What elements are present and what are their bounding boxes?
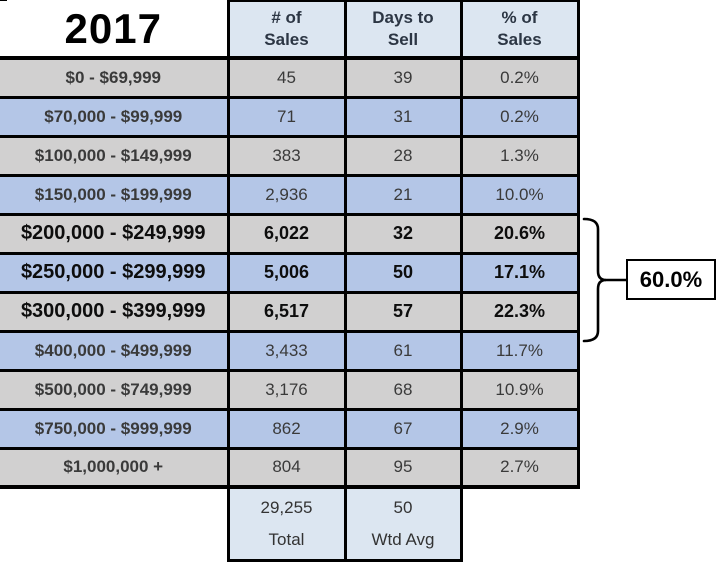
days-to-sell-cell: 67 [343,407,463,450]
price-range-cell: $150,000 - $199,999 [0,173,230,216]
table-row: $150,000 - $199,999 2,936 21 10.0% [0,173,580,216]
total-sales-cell: 29,255 Total [226,487,347,562]
pct-sales-cell: 10.9% [459,368,580,411]
table-row-emphasized: $250,000 - $299,999 5,006 50 17.1% [0,251,580,294]
num-sales-cell: 383 [226,134,347,177]
num-sales-cell: 5,006 [226,251,347,294]
num-sales-cell: 804 [226,446,347,489]
totals-row-blank [0,487,228,560]
column-header-days-to-sell: Days to Sell [343,0,463,60]
weighted-average-days-value: 50 [393,498,413,517]
num-sales-cell: 6,022 [226,212,347,255]
column-header-num-sales: # of Sales [226,0,347,60]
num-sales-cell: 862 [226,407,347,450]
pct-sales-cell: 2.7% [459,446,580,489]
pct-sales-cell: 0.2% [459,95,580,138]
totals-row-blank [461,487,578,560]
year-title: 2017 [0,1,230,60]
num-sales-cell: 3,176 [226,368,347,411]
pct-sales-cell: 2.9% [459,407,580,450]
bracket-callout-box: 60.0% [626,259,716,300]
days-to-sell-cell: 39 [343,56,463,99]
table-row-emphasized: $200,000 - $249,999 6,022 32 20.6% [0,212,580,255]
table-row: $500,000 - $749,999 3,176 68 10.9% [0,368,580,411]
sales-by-price-range-table: 2017 # of Sales Days to Sell % of Sales … [0,0,580,562]
pct-sales-cell: 0.2% [459,56,580,99]
days-to-sell-cell: 28 [343,134,463,177]
days-to-sell-cell: 68 [343,368,463,411]
num-sales-cell: 2,936 [226,173,347,216]
days-to-sell-cell: 95 [343,446,463,489]
price-range-cell: $750,000 - $999,999 [0,407,230,450]
days-to-sell-cell: 50 [343,251,463,294]
bracket-callout-value: 60.0% [639,266,703,292]
table-row: $0 - $69,999 45 39 0.2% [0,56,580,99]
weighted-average-days-label: Wtd Avg [371,530,435,549]
days-to-sell-cell: 21 [343,173,463,216]
table-row: $100,000 - $149,999 383 28 1.3% [0,134,580,177]
days-to-sell-cell: 57 [343,290,463,333]
num-sales-cell: 71 [226,95,347,138]
days-to-sell-cell: 61 [343,329,463,372]
price-range-cell: $0 - $69,999 [0,56,230,99]
column-header-pct-sales: % of Sales [459,0,580,60]
price-range-cell: $100,000 - $149,999 [0,134,230,177]
num-sales-cell: 6,517 [226,290,347,333]
days-to-sell-cell: 32 [343,212,463,255]
pct-sales-cell: 1.3% [459,134,580,177]
table-row-emphasized: $300,000 - $399,999 6,517 57 22.3% [0,290,580,333]
totals-row: 29,255 Total 50 Wtd Avg [0,487,578,562]
price-range-cell: $250,000 - $299,999 [0,251,230,294]
curly-brace [582,217,628,343]
price-range-cell: $70,000 - $99,999 [0,95,230,138]
pct-sales-cell: 17.1% [459,251,580,294]
total-sales-value: 29,255 [260,498,313,517]
pct-sales-cell: 22.3% [459,290,580,333]
total-sales-label: Total [268,530,305,549]
table-row: $400,000 - $499,999 3,433 61 11.7% [0,329,580,372]
pct-sales-cell: 20.6% [459,212,580,255]
price-range-cell: $1,000,000 + [0,446,230,489]
price-range-cell: $500,000 - $749,999 [0,368,230,411]
table-row: $750,000 - $999,999 862 67 2.9% [0,407,580,450]
price-range-cell: $200,000 - $249,999 [0,212,230,255]
table-row: $1,000,000 + 804 95 2.7% [0,446,580,489]
price-range-cell: $300,000 - $399,999 [0,290,230,333]
pct-sales-cell: 11.7% [459,329,580,372]
pct-sales-cell: 10.0% [459,173,580,216]
num-sales-cell: 3,433 [226,329,347,372]
num-sales-cell: 45 [226,56,347,99]
days-to-sell-cell: 31 [343,95,463,138]
table-row: $70,000 - $99,999 71 31 0.2% [0,95,580,138]
price-range-cell: $400,000 - $499,999 [0,329,230,372]
weighted-average-days-cell: 50 Wtd Avg [343,487,463,562]
header-row: 2017 # of Sales Days to Sell % of Sales [0,0,580,60]
